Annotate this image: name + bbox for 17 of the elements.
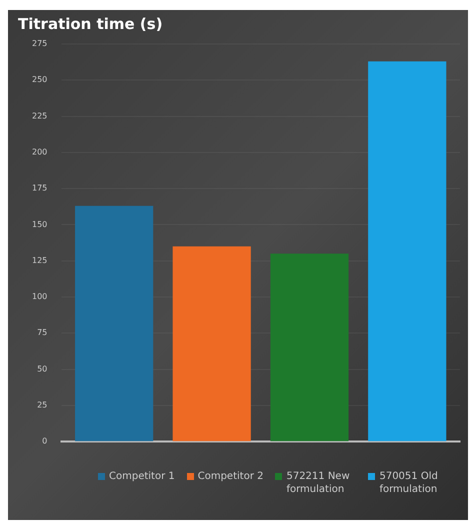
chart-title: Titration time (s): [18, 14, 163, 33]
y-tick-label: 0: [42, 436, 48, 446]
y-tick-label: 175: [32, 184, 48, 193]
y-tick-label: 225: [32, 111, 48, 120]
legend-label: Competitor 1: [109, 470, 175, 483]
y-tick-label: 200: [32, 148, 48, 157]
legend-label: 572211 New formulation: [286, 470, 351, 496]
y-tick-label: 75: [37, 328, 48, 338]
y-tick-label: 150: [32, 220, 48, 229]
y-tick-label: 275: [32, 39, 48, 48]
y-tick-label: 100: [32, 292, 48, 302]
y-tick-label: 50: [37, 364, 48, 374]
y-tick-label: 250: [32, 75, 48, 84]
y-tick-label: 25: [37, 400, 48, 410]
y-tick-label: 125: [32, 256, 48, 265]
legend-label: 570051 Old formulation: [379, 470, 439, 496]
legend-label: Competitor 2: [198, 470, 264, 483]
